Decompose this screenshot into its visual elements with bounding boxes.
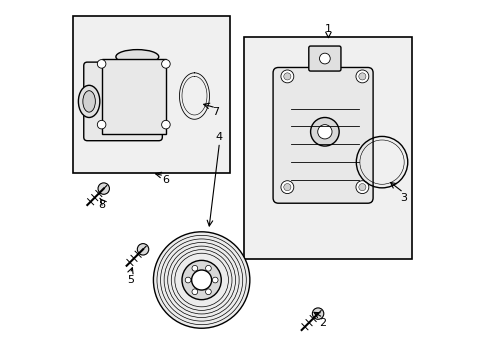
Circle shape [98, 183, 109, 194]
Circle shape [205, 289, 211, 294]
Circle shape [283, 184, 290, 191]
Circle shape [182, 260, 221, 300]
Circle shape [162, 120, 170, 129]
Circle shape [317, 125, 331, 139]
Circle shape [191, 270, 211, 290]
Circle shape [97, 120, 106, 129]
Circle shape [310, 117, 339, 146]
Text: 7: 7 [212, 107, 219, 117]
Circle shape [312, 308, 323, 319]
Circle shape [192, 289, 197, 294]
Circle shape [355, 181, 368, 194]
Circle shape [137, 244, 148, 255]
FancyBboxPatch shape [83, 62, 162, 141]
Ellipse shape [82, 91, 95, 112]
Circle shape [355, 70, 368, 83]
Ellipse shape [78, 85, 100, 117]
Circle shape [162, 60, 170, 68]
Bar [73, 16, 230, 173]
Text: 6: 6 [162, 175, 169, 185]
Circle shape [153, 232, 249, 328]
Bar [244, 37, 411, 258]
Circle shape [358, 73, 365, 80]
Circle shape [358, 184, 365, 191]
Circle shape [212, 277, 218, 283]
Text: 3: 3 [399, 193, 406, 203]
Text: 5: 5 [126, 275, 133, 285]
Bar [102, 59, 165, 134]
FancyBboxPatch shape [272, 67, 372, 203]
Text: 1: 1 [325, 23, 331, 33]
Text: 8: 8 [98, 200, 105, 210]
Circle shape [281, 181, 293, 194]
Circle shape [281, 70, 293, 83]
Circle shape [205, 265, 211, 271]
Text: 2: 2 [319, 318, 326, 328]
Text: 4: 4 [216, 132, 223, 142]
Circle shape [319, 53, 329, 64]
Circle shape [192, 265, 197, 271]
Circle shape [283, 73, 290, 80]
Circle shape [97, 60, 106, 68]
Circle shape [185, 277, 190, 283]
FancyBboxPatch shape [308, 46, 340, 71]
Ellipse shape [116, 50, 159, 64]
